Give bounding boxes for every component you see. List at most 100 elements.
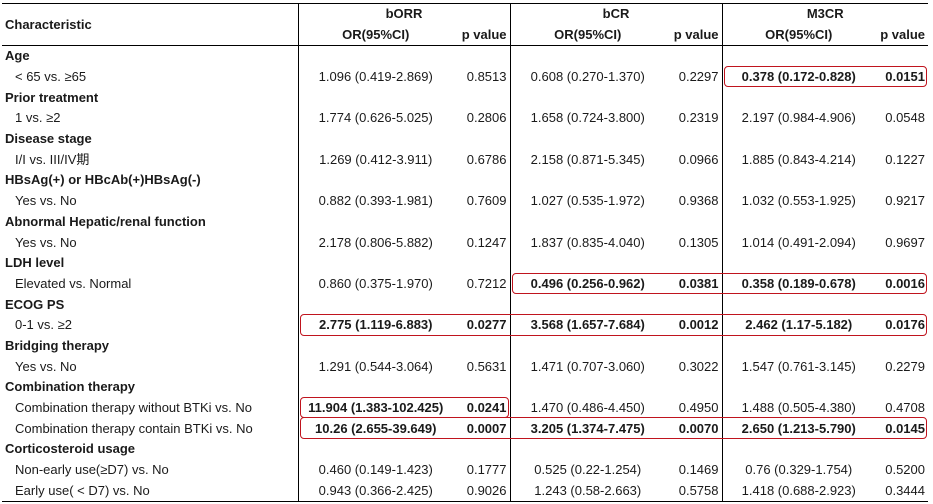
or-value: 1.269 (0.412-3.911) — [319, 151, 433, 167]
or-header: OR(95%CI) — [722, 24, 875, 46]
p-value: 0.2806 — [453, 108, 511, 129]
empty-cell — [510, 87, 665, 108]
empty-cell — [298, 87, 453, 108]
p-value: 0.1227 — [885, 151, 925, 167]
empty-cell — [298, 46, 453, 67]
p-value: 0.0241 — [453, 397, 511, 419]
group-label: Combination therapy — [2, 377, 299, 398]
or-value: 1.774 (0.626-5.025) — [318, 110, 433, 126]
group-row: Age — [2, 45, 928, 67]
p-value: 0.5758 — [665, 480, 723, 503]
or-value: 2.775 (1.119-6.883) — [319, 317, 433, 333]
p-value: 0.5200 — [885, 462, 925, 478]
group-row: LDH level — [2, 252, 928, 274]
empty-cell — [453, 170, 511, 191]
group-label: Bridging therapy — [2, 335, 299, 357]
p-value: 0.3444 — [875, 480, 928, 503]
or-value: 2.462 (1.17-5.182) — [745, 317, 853, 333]
or-value: 0.525 (0.22-1.254) — [534, 462, 642, 478]
empty-cell — [722, 377, 875, 398]
empty-cell — [665, 377, 723, 398]
or-header: OR(95%CI) — [510, 24, 665, 46]
empty-cell — [665, 45, 723, 67]
or-value: 1.291 (0.544-3.064) — [318, 358, 433, 374]
group-label: ECOG PS — [2, 294, 299, 315]
or-value: 2.178 (0.806-5.882) — [318, 234, 433, 250]
table-row: 0-1 vs. ≥2 2.775 (1.119-6.883) 0.0277 3.568… — [2, 314, 928, 336]
table-body: Age < 65 vs. ≥65 1.096 (0.419-2.869) 0.8513… — [2, 45, 928, 503]
p-value: 0.0070 — [665, 418, 723, 440]
empty-cell — [665, 294, 723, 315]
or-value: 0.460 (0.149-1.423) — [318, 462, 433, 478]
group-label: Corticosteroid usage — [2, 439, 299, 460]
or-value: 3.568 (1.657-7.684) — [530, 317, 645, 333]
empty-cell — [665, 335, 723, 357]
empty-cell — [453, 252, 511, 274]
empty-cell — [453, 439, 511, 460]
empty-cell — [510, 46, 665, 67]
p-value: 0.9697 — [885, 234, 925, 250]
p-value: 0.9026 — [453, 480, 511, 503]
p-value: 0.1247 — [453, 232, 511, 253]
p-header: p value — [665, 24, 723, 46]
row-label: Early use( < D7) vs. No — [2, 480, 299, 503]
table-row: Non-early use(≥D7) vs. No 0.460 (0.149-1.… — [2, 459, 928, 481]
p-value: 0.1777 — [453, 459, 511, 481]
or-value: 1.885 (0.843-4.214) — [741, 151, 856, 167]
group-label: Age — [2, 45, 299, 67]
empty-cell — [453, 211, 511, 233]
group-row: Corticosteroid usage — [2, 439, 928, 460]
table-row: I/I vs. III/IV期 1.269 (0.412-3.911) 0.6786… — [2, 149, 928, 171]
p-value: 0.7212 — [453, 273, 511, 295]
empty-cell — [298, 129, 453, 150]
p-value: 0.9217 — [885, 193, 925, 209]
or-value: 0.882 (0.393-1.981) — [318, 193, 433, 209]
group-header-bcr: bCR — [510, 3, 723, 24]
or-value: 0.496 (0.256-0.962) — [530, 275, 645, 291]
or-value: 0.943 (0.366-2.425) — [298, 480, 453, 503]
empty-cell — [875, 336, 928, 357]
empty-cell — [875, 46, 928, 67]
p-value: 0.0012 — [665, 314, 723, 336]
empty-cell — [510, 170, 665, 191]
table-row: Yes vs. No 1.291 (0.544-3.064) 0.5631 1.471… — [2, 356, 928, 377]
p-value: 0.2319 — [665, 108, 723, 129]
empty-cell — [510, 294, 665, 315]
p-value: 0.0966 — [665, 149, 723, 171]
or-value: 1.837 (0.835-4.040) — [530, 234, 645, 250]
empty-cell — [722, 253, 875, 274]
group-row: Combination therapy — [2, 377, 928, 398]
results-table: Characteristic bORR bCR M3CR OR(95%CI) p… — [2, 3, 928, 503]
or-value: 1.418 (0.688-2.923) — [722, 480, 875, 503]
empty-cell — [722, 87, 875, 108]
or-header: OR(95%CI) — [298, 24, 453, 46]
empty-cell — [510, 336, 665, 357]
p-value: 0.6786 — [453, 149, 511, 171]
group-row: ECOG PS — [2, 294, 928, 315]
empty-cell — [875, 129, 928, 150]
empty-cell — [510, 439, 665, 460]
empty-cell — [298, 253, 453, 274]
or-value: 2.158 (0.871-5.345) — [530, 151, 645, 167]
empty-cell — [875, 377, 928, 398]
p-value: 0.0145 — [885, 420, 925, 436]
or-value: 2.650 (1.213-5.790) — [741, 420, 856, 436]
or-value: 0.608 (0.270-1.370) — [530, 69, 645, 85]
group-row: Abnormal Hepatic/renal function — [2, 211, 928, 233]
empty-cell — [722, 170, 875, 191]
group-row: Prior treatment — [2, 87, 928, 109]
p-value: 0.0016 — [885, 275, 925, 291]
empty-cell — [722, 46, 875, 67]
empty-cell — [298, 212, 453, 233]
row-label: 0-1 vs. ≥2 — [2, 314, 299, 336]
p-value: 0.4708 — [885, 400, 925, 416]
table-row: < 65 vs. ≥65 1.096 (0.419-2.869) 0.8513 0.6… — [2, 66, 928, 88]
empty-cell — [453, 377, 511, 398]
row-label: Non-early use(≥D7) vs. No — [2, 459, 299, 481]
empty-cell — [665, 128, 723, 150]
row-label: I/I vs. III/IV期 — [2, 149, 299, 171]
or-value: 1.658 (0.724-3.800) — [530, 110, 645, 126]
empty-cell — [875, 294, 928, 315]
empty-cell — [665, 87, 723, 109]
p-value: 0.0151 — [885, 69, 925, 85]
